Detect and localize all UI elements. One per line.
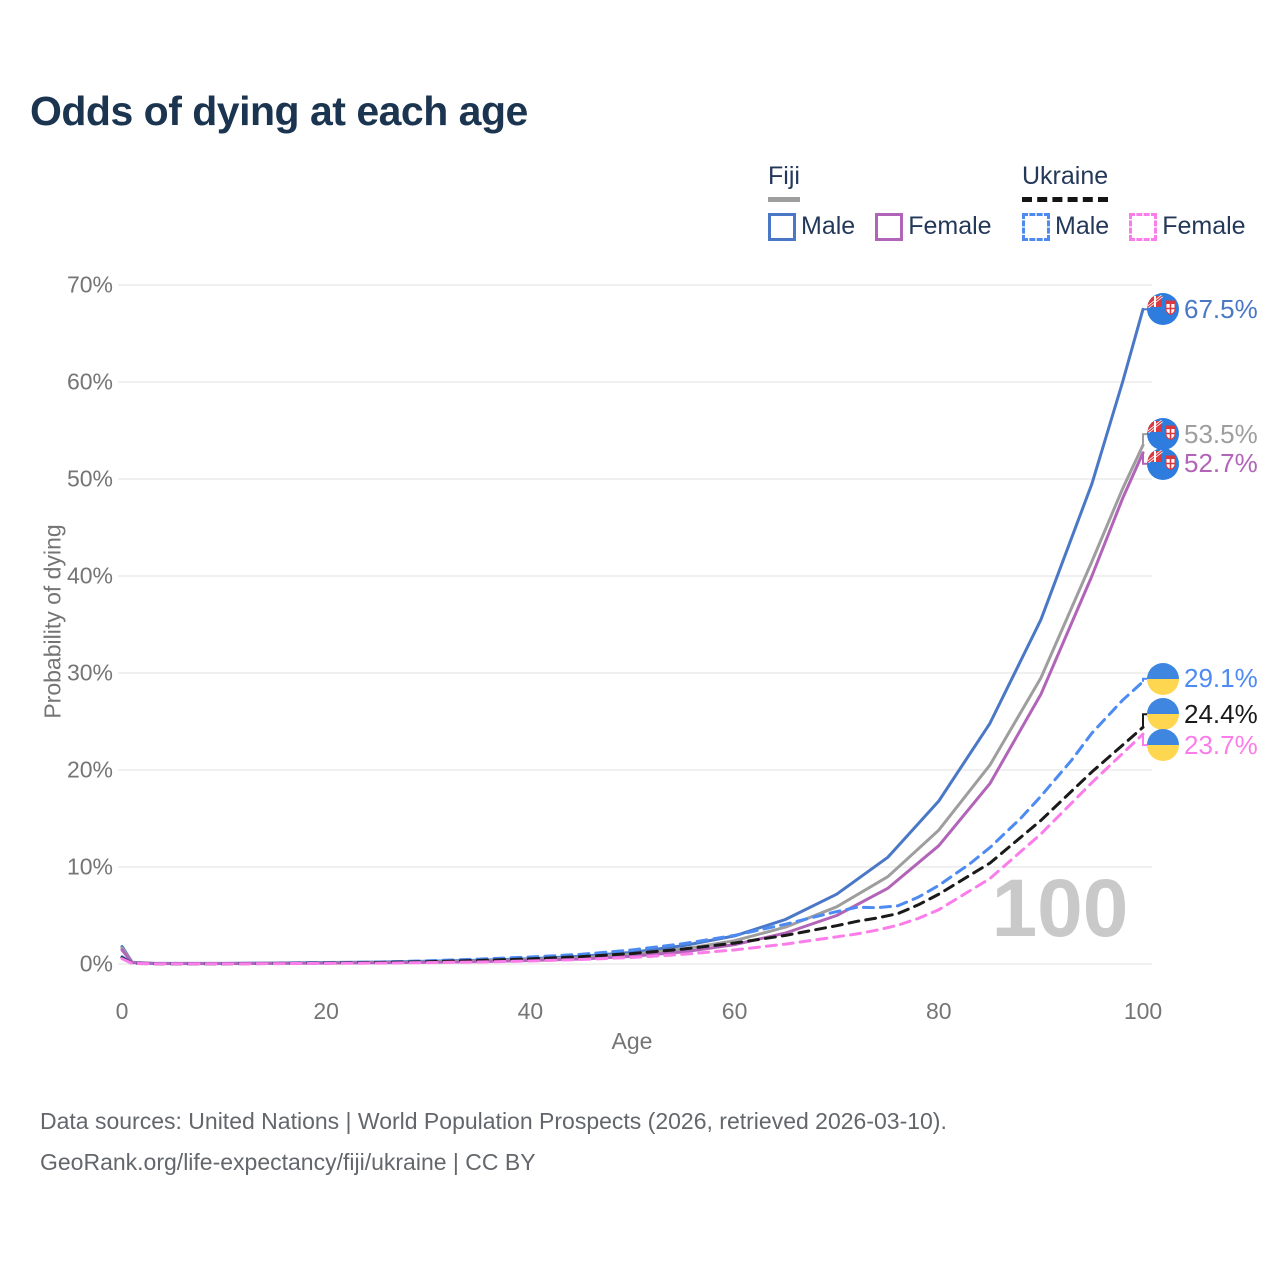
- series-line-fiji-both-sexes-[interactable]: [120, 443, 1145, 965]
- legend-item-ukraine-female[interactable]: Female: [1129, 212, 1246, 241]
- legend-country-fiji[interactable]: Fiji: [768, 162, 800, 202]
- legend-label: Male: [1055, 212, 1110, 240]
- series-line-fiji-female[interactable]: [120, 451, 1145, 966]
- ukraine-male-swatch-icon: [1022, 212, 1050, 241]
- fiji-female-swatch-icon: [875, 212, 904, 241]
- data-sources-text: Data sources: United Nations | World Pop…: [40, 1108, 947, 1134]
- label-connector-1: [1142, 433, 1150, 446]
- series-line-fiji-male[interactable]: [120, 307, 1145, 965]
- legend-label: Female: [908, 212, 992, 240]
- page-title: Odds of dying at each age: [30, 88, 528, 134]
- legend-label: Female: [1162, 212, 1246, 240]
- label-connector-4: [1142, 713, 1150, 728]
- legend-label: Male: [801, 212, 856, 240]
- ukraine-female-swatch-icon: [1129, 212, 1158, 241]
- label-connector-5: [1142, 734, 1150, 747]
- label-connector-2: [1142, 452, 1150, 465]
- legend-item-ukraine-male[interactable]: Male: [1022, 212, 1109, 241]
- legend-group-ukraine: Ukraine Male Female: [1022, 162, 1266, 241]
- legend-item-fiji-male[interactable]: Male: [768, 212, 855, 241]
- attribution-link-text[interactable]: GeoRank.org/life-expectancy/fiji/ukraine…: [40, 1149, 536, 1175]
- x-axis-title: Age: [611, 1028, 653, 1054]
- label-connector-3: [1142, 677, 1150, 682]
- series-line-ukraine-female[interactable]: [120, 732, 1145, 966]
- legend-item-fiji-female[interactable]: Female: [875, 212, 992, 241]
- hover-age-watermark: 100: [991, 863, 1129, 954]
- legend-country-ukraine[interactable]: Ukraine: [1022, 162, 1109, 202]
- legend-group-fiji: Fiji Male Female: [768, 162, 1012, 241]
- fiji-male-swatch-icon: [768, 212, 796, 241]
